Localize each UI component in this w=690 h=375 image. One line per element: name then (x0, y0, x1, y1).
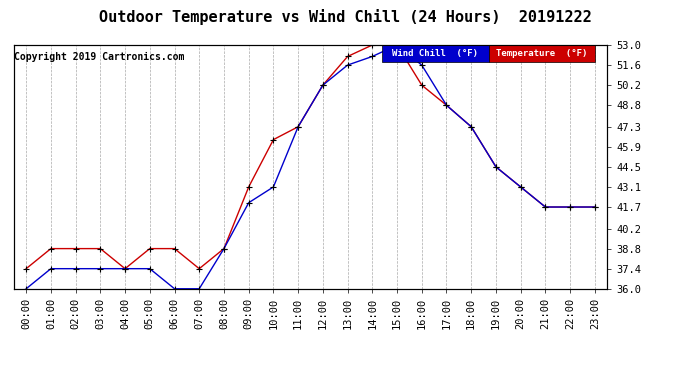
Text: Copyright 2019 Cartronics.com: Copyright 2019 Cartronics.com (14, 53, 185, 62)
FancyBboxPatch shape (382, 45, 489, 62)
Text: Outdoor Temperature vs Wind Chill (24 Hours)  20191222: Outdoor Temperature vs Wind Chill (24 Ho… (99, 9, 591, 26)
Text: Temperature  (°F): Temperature (°F) (496, 49, 588, 58)
Text: Wind Chill  (°F): Wind Chill (°F) (392, 49, 478, 58)
FancyBboxPatch shape (489, 45, 595, 62)
